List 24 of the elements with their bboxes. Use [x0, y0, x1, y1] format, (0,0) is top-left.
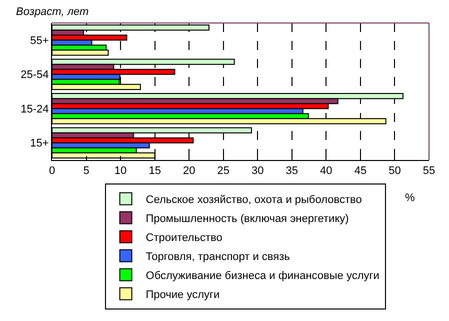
x-tick-label: 45: [354, 165, 367, 178]
x-axis-title: %: [405, 192, 415, 204]
x-tick-label: 30: [252, 165, 264, 178]
x-tick-label: 35: [286, 165, 298, 178]
x-tick-label: 55: [422, 165, 436, 178]
y-tick-label: 25-54: [20, 69, 49, 82]
y-tick-label: 15+: [30, 138, 49, 150]
x-tick-label: 20: [182, 165, 196, 178]
x-tick-label: 25: [217, 165, 230, 178]
x-tick-label: 40: [320, 165, 332, 178]
x-tick-label: 15: [148, 165, 161, 178]
y-axis-title: Возраст, лет: [16, 6, 89, 18]
y-tick-label: 15-24: [20, 103, 49, 116]
legend-label: Строительство: [146, 232, 222, 244]
x-tick-label: 5: [83, 165, 90, 178]
legend-label: Обслуживание бизнеса и финансовые услуги: [146, 270, 380, 282]
legend-label: Сельское хозяйство, охота и рыболовство: [146, 194, 362, 206]
x-tick-label: 0: [48, 165, 56, 178]
x-tick-label: 50: [388, 165, 401, 178]
y-tick-label: 55+: [30, 34, 49, 47]
legend-label: Торговля, транспорт и связь: [146, 251, 290, 264]
legend-label: Промышленность (включая энергетику): [146, 213, 349, 226]
x-tick-label: 10: [114, 165, 127, 178]
legend-label: Прочие услуги: [146, 289, 220, 302]
